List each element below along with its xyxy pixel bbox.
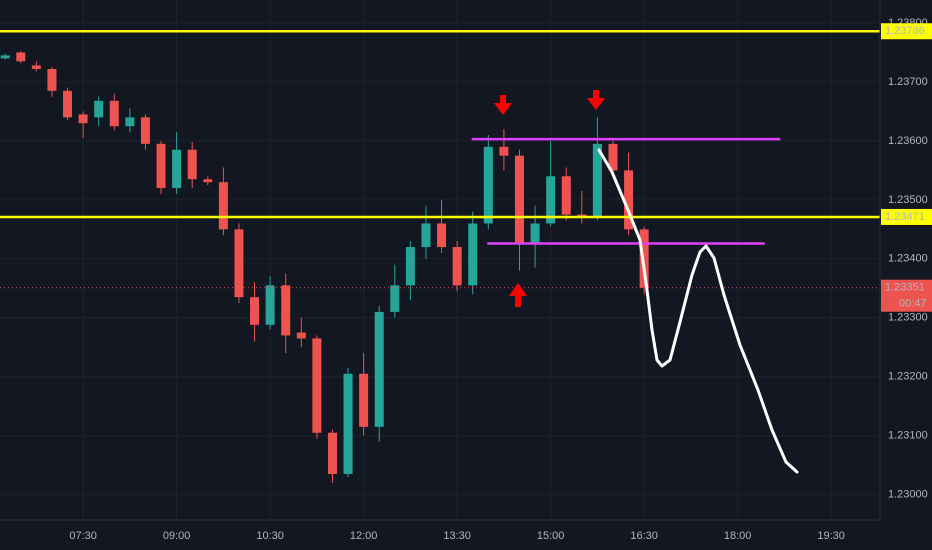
level-label: 1.23471 <box>885 211 925 223</box>
candle-body <box>343 373 353 475</box>
candle-body <box>16 52 26 62</box>
candle-body <box>359 373 369 427</box>
candle-body <box>109 100 119 127</box>
x-tick-label: 10:30 <box>256 530 284 542</box>
x-tick-label: 09:00 <box>163 530 191 542</box>
arrow-down <box>587 90 605 110</box>
level-label: 1.23786 <box>885 25 925 37</box>
marks <box>0 29 880 483</box>
x-tick-label: 13:30 <box>443 530 471 542</box>
drawn-path <box>597 148 799 474</box>
candle-body <box>608 143 618 171</box>
candle-body <box>156 143 166 189</box>
candle-body <box>624 170 634 230</box>
candle-body <box>265 285 275 325</box>
candle-body <box>140 117 150 144</box>
candle-body <box>499 146 509 156</box>
candle-body <box>296 332 306 339</box>
y-tick-label: 1.23500 <box>888 194 928 206</box>
candle-body <box>312 338 322 433</box>
candle-body <box>172 149 182 189</box>
axis-labels: 1.23000 1.23100 1.23200 1.23300 1.23400 1.235… <box>69 17 932 542</box>
candle-body <box>421 223 431 248</box>
candle-body <box>78 114 88 124</box>
arrow-down <box>494 95 512 115</box>
countdown: 00:47 <box>899 298 927 310</box>
y-tick-label: 1.23400 <box>888 253 928 265</box>
candle-body <box>374 311 384 427</box>
candle-body <box>31 65 41 69</box>
x-tick-label: 07:30 <box>69 530 97 542</box>
candle-body <box>437 223 447 248</box>
y-tick-label: 1.23000 <box>888 489 928 501</box>
candle-body <box>281 285 291 336</box>
x-tick-label: 18:00 <box>724 530 752 542</box>
x-tick-label: 19:30 <box>817 530 845 542</box>
annotations <box>494 90 799 474</box>
candle-body <box>530 223 540 245</box>
candle-body <box>546 176 556 224</box>
candle-body <box>94 100 104 118</box>
x-tick-label: 12:00 <box>350 530 378 542</box>
candle-body <box>452 247 462 286</box>
x-tick-label: 16:30 <box>630 530 658 542</box>
level-tag <box>881 23 932 40</box>
candle-body <box>468 223 478 286</box>
candle-body <box>234 229 244 298</box>
candle-body <box>250 297 260 325</box>
candle-body <box>47 68 57 91</box>
candle-body <box>218 182 228 230</box>
y-tick-label: 1.23700 <box>888 76 928 88</box>
candle-body <box>514 155 524 245</box>
arrow-up <box>509 283 527 307</box>
candle-body <box>0 55 10 59</box>
candle-body <box>592 143 602 218</box>
candle-body <box>405 247 415 286</box>
grid <box>0 0 880 520</box>
candle-body <box>561 176 571 215</box>
candle-body <box>483 146 493 224</box>
candle-body <box>125 117 135 127</box>
y-tick-label: 1.23200 <box>888 371 928 383</box>
candle-body <box>327 432 337 475</box>
candle-body <box>187 149 197 180</box>
candle-body <box>203 179 213 183</box>
y-tick-label: 1.23600 <box>888 135 928 147</box>
price-tag <box>881 279 932 312</box>
x-tick-label: 15:00 <box>537 530 565 542</box>
level-tag <box>881 208 932 225</box>
candle-body <box>639 229 649 288</box>
y-tick-label: 1.23300 <box>888 312 928 324</box>
current-price-label: 1.23351 <box>885 282 925 294</box>
candle-body <box>390 285 400 312</box>
candle-body <box>63 90 73 118</box>
y-tick-label: 1.23100 <box>888 430 928 442</box>
